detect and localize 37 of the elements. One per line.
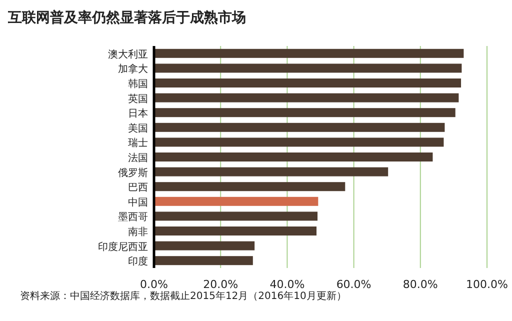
bar [154, 256, 253, 266]
y-tick-label: 韩国 [128, 78, 148, 90]
bar [154, 241, 255, 250]
x-tick-label: 20.0% [203, 278, 238, 291]
bar [154, 108, 456, 118]
y-tick-label: 加拿大 [118, 63, 148, 76]
bar [154, 212, 318, 221]
y-tick-label: 澳大利亚 [108, 48, 148, 60]
x-tick-label: 60.0% [336, 278, 372, 291]
bar [154, 196, 318, 206]
y-tick-label: 俄罗斯 [118, 166, 148, 179]
y-tick-label: 中国 [128, 196, 148, 208]
chart-title: 互联网普及率仍然显著落后于成熟市场 [7, 9, 246, 26]
y-tick-label: 法国 [128, 152, 148, 164]
x-tick-label: 40.0% [270, 278, 305, 291]
y-tick-label: 印度尼西亚 [98, 240, 148, 253]
bar [154, 48, 464, 58]
bar [154, 226, 317, 236]
bar [154, 78, 462, 88]
bar [154, 138, 444, 147]
bar [154, 152, 433, 162]
x-tick-label: 100.0% [466, 278, 508, 291]
bar [154, 93, 459, 102]
y-tick-label: 瑞士 [128, 137, 148, 150]
y-tick-label: 巴西 [128, 182, 148, 194]
y-tick-label: 墨西哥 [118, 212, 148, 224]
bar [154, 64, 462, 73]
y-tick-label: 美国 [128, 122, 148, 134]
x-tick-label: 80.0% [402, 278, 438, 291]
y-tick-label: 英国 [128, 92, 148, 105]
y-tick-label: 南非 [128, 226, 148, 238]
bar [154, 167, 388, 176]
bar [154, 122, 445, 132]
bar [154, 182, 346, 192]
y-tick-label: 印度 [128, 256, 148, 268]
y-tick-label: 日本 [128, 108, 148, 120]
x-tick-label: 0.0% [140, 278, 168, 291]
